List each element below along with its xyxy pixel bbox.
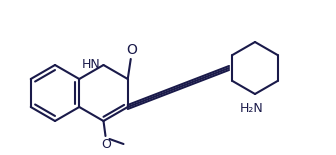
Text: O: O bbox=[101, 138, 112, 151]
Text: HN: HN bbox=[82, 58, 100, 71]
Text: H₂N: H₂N bbox=[240, 102, 264, 115]
Text: O: O bbox=[126, 43, 137, 57]
